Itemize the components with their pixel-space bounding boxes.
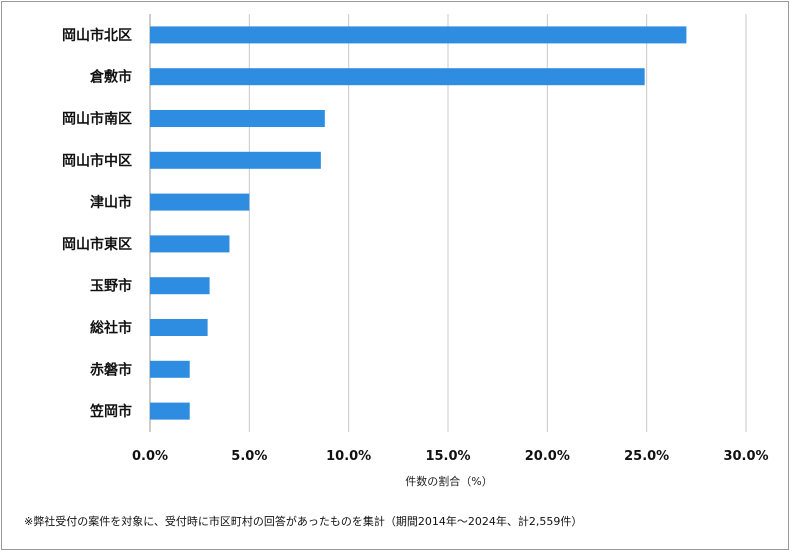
category-label: 岡山市北区: [62, 27, 132, 44]
x-tick-label: 0.0%: [132, 449, 168, 464]
bar: [150, 68, 645, 86]
x-axis-label: 件数の割合（%）: [405, 474, 492, 488]
bar: [150, 193, 250, 211]
x-tick-label: 30.0%: [723, 449, 768, 464]
bar: [150, 235, 230, 253]
x-tick-label: 25.0%: [624, 449, 669, 464]
footnote: ※弊社受付の案件を対象に、受付時に市区町村の回答があったものを集計（期間2014…: [24, 515, 583, 528]
x-tick-label: 10.0%: [326, 449, 371, 464]
category-label: 岡山市東区: [62, 236, 132, 253]
category-label: 総社市: [90, 320, 132, 337]
x-tick-label: 15.0%: [425, 449, 470, 464]
category-label: 岡山市南区: [62, 111, 132, 128]
category-label: 岡山市中区: [62, 152, 132, 169]
bar: [150, 277, 210, 295]
bar: [150, 402, 190, 420]
bar: [150, 319, 208, 336]
x-tick-label: 5.0%: [231, 449, 267, 464]
bar: [150, 26, 687, 44]
category-label: 倉敷市: [89, 69, 132, 86]
category-label: 赤磐市: [90, 361, 132, 378]
bar: [150, 360, 190, 378]
category-label: 玉野市: [90, 278, 132, 295]
x-tick-label: 20.0%: [525, 449, 570, 464]
category-label: 笠岡市: [89, 403, 132, 420]
category-label: 津山市: [90, 194, 132, 211]
bar: [150, 110, 325, 127]
bar: [150, 151, 321, 169]
